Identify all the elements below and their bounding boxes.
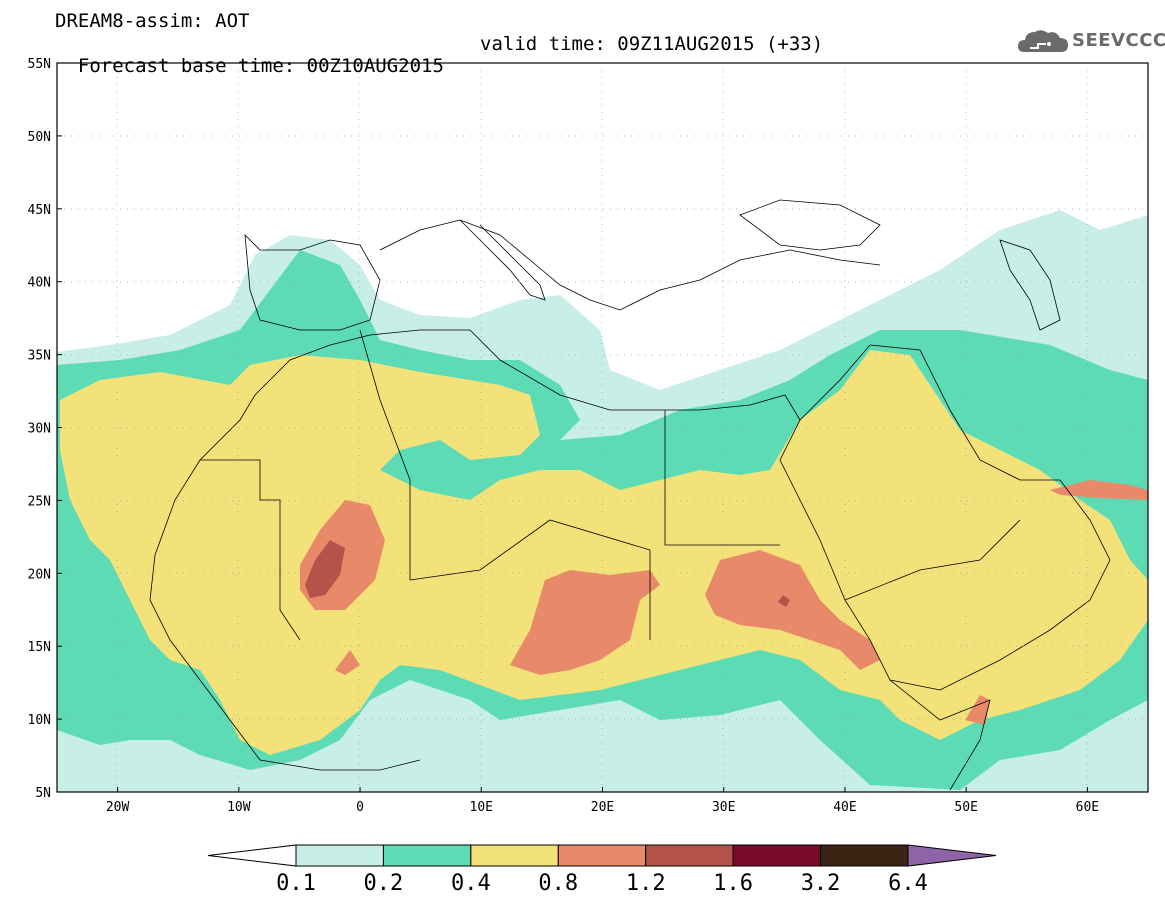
y-tick-label: 55N: [28, 57, 51, 72]
colorbar-label: 0.2: [363, 871, 404, 896]
aot-band-1-2: [778, 595, 790, 607]
aot-band-0-8: [705, 550, 880, 670]
x-tick-label: 0: [356, 800, 364, 815]
y-tick-label: 5N: [35, 786, 51, 801]
italy-outline: [459, 219, 546, 301]
border: [664, 410, 780, 546]
y-tick-label: 20N: [28, 567, 51, 582]
black-sea-outline: [739, 199, 881, 251]
y-tick-label: 50N: [28, 130, 51, 145]
valid-time-text: valid time: 09Z11AUG2015 (+33): [480, 33, 824, 55]
colorbar-label: 0.8: [538, 871, 579, 896]
base-time-text: Forecast base time: 00Z10AUG2015: [77, 55, 444, 77]
colorbar-label: 3.2: [800, 871, 841, 896]
border: [844, 519, 1021, 601]
y-tick-label: 15N: [28, 640, 51, 655]
colorbar-box: [645, 844, 734, 867]
x-axis-ticks: 20W 10W 0 10E 20E 30E 40E 50E 60E: [106, 787, 1099, 815]
forecast-base-time: Forecast base time: 00Z10AUG2015 valid t…: [55, 33, 823, 99]
colorbar-label: 1.2: [625, 871, 666, 896]
graticule: [57, 63, 1148, 792]
coastlines: [149, 199, 1111, 791]
colorbar-label: 0.4: [450, 871, 491, 896]
seevccc-logo: SEEVCCC: [1016, 24, 1165, 60]
x-tick-label: 20W: [106, 800, 130, 815]
europe-coastline: [244, 233, 381, 331]
aot-band-0-8: [335, 650, 360, 675]
aot-colorbar: [207, 844, 997, 867]
colorbar-label: 6.4: [888, 871, 928, 896]
aot-band-1-2: [305, 540, 345, 598]
colorbar-box: [470, 844, 559, 867]
map-title: DREAM8-assim: AOT: [55, 10, 250, 32]
colorbar-low-arrow: [207, 844, 297, 867]
x-tick-label: 20E: [591, 800, 614, 815]
y-tick-label: 30N: [28, 422, 51, 437]
logo-text: SEEVCCC: [1072, 30, 1165, 51]
aot-field: [57, 210, 1148, 792]
x-tick-label: 10W: [227, 800, 251, 815]
x-tick-label: 30E: [712, 800, 735, 815]
colorbar-label: 0.1: [276, 871, 316, 896]
colorbar-box: [295, 844, 384, 867]
x-tick-label: 40E: [833, 800, 856, 815]
caspian-outline: [999, 239, 1061, 331]
y-axis-ticks: 55N 50N 45N 40N 35N 30N 25N 20N 15N 10N 5N: [28, 57, 62, 801]
africa-coastline: [154, 329, 991, 791]
west-africa-coastline: [149, 554, 421, 771]
arabia-coastline: [799, 344, 1111, 691]
y-tick-label: 35N: [28, 349, 51, 364]
colorbar-label: 1.6: [713, 871, 754, 896]
aot-band-0-8: [510, 570, 660, 675]
aot-band-0-8: [1050, 480, 1148, 500]
colorbar-box: [820, 844, 909, 867]
colorbar-box: [382, 844, 472, 867]
y-tick-label: 40N: [28, 276, 51, 291]
europe-coastline: [379, 219, 881, 311]
y-tick-label: 10N: [28, 713, 51, 728]
cloud-icon: [1018, 30, 1068, 52]
x-tick-label: 10E: [470, 800, 493, 815]
colorbar-box: [732, 844, 822, 867]
colorbar-box: [557, 844, 647, 867]
y-tick-label: 45N: [28, 203, 51, 218]
border: [200, 459, 301, 641]
y-tick-label: 25N: [28, 494, 51, 509]
border: [359, 329, 411, 580]
colorbar-high-arrow: [907, 844, 997, 867]
x-tick-label: 50E: [954, 800, 977, 815]
x-tick-label: 60E: [1076, 800, 1099, 815]
